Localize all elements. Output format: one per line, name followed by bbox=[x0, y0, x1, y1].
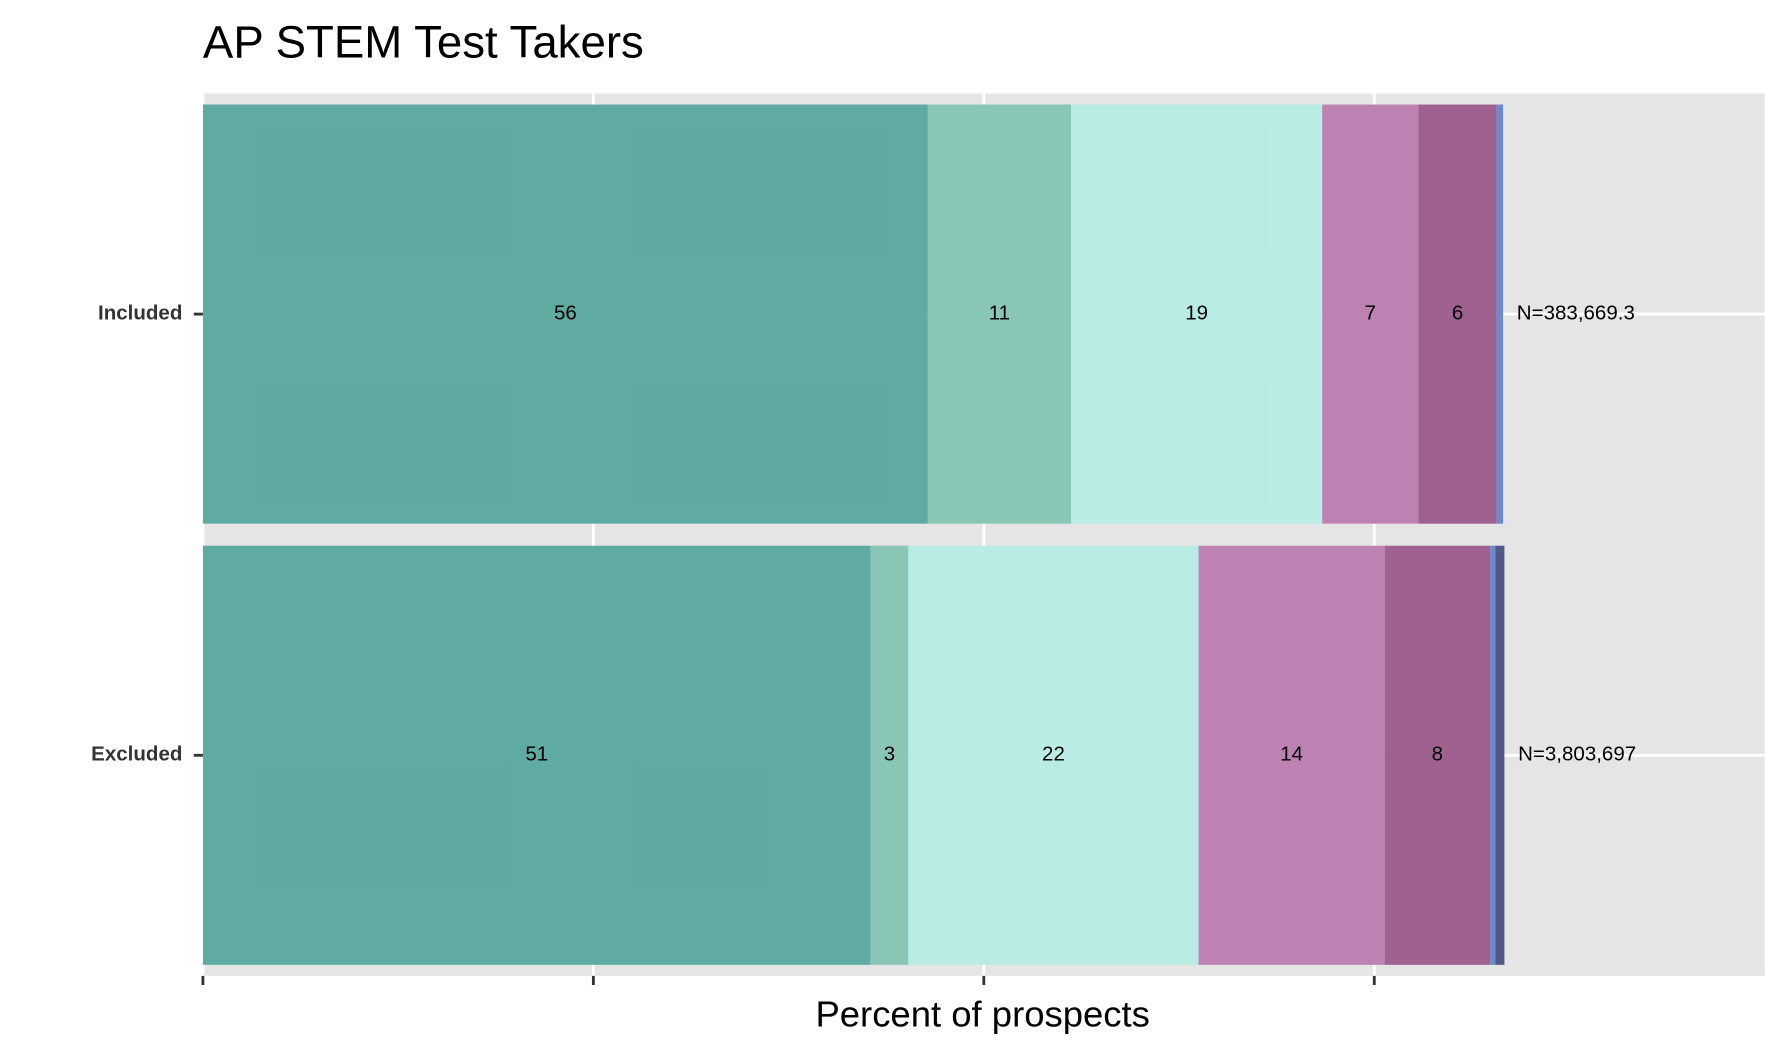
total-label: N=383,669.3 bbox=[1517, 302, 1635, 325]
bar-segment bbox=[1495, 545, 1505, 965]
data-label: 3 bbox=[884, 743, 895, 766]
bar-segment bbox=[1496, 104, 1504, 524]
total-label: N=3,803,697 bbox=[1518, 743, 1636, 766]
bar-segment bbox=[1322, 104, 1419, 524]
bar-segment bbox=[1418, 104, 1497, 524]
data-label: 22 bbox=[1042, 743, 1065, 766]
bar-segment bbox=[927, 104, 1072, 524]
data-label: 7 bbox=[1365, 302, 1376, 325]
bar-segment bbox=[870, 545, 909, 965]
chart-title: AP STEM Test Takers bbox=[203, 17, 644, 68]
bar-segment bbox=[202, 104, 928, 524]
data-label: 51 bbox=[525, 743, 548, 766]
data-label: 11 bbox=[989, 302, 1010, 325]
data-label: 14 bbox=[1280, 743, 1303, 766]
data-label: 19 bbox=[1185, 302, 1208, 325]
y-tick-label: Excluded bbox=[91, 743, 182, 766]
x-axis-title: Percent of prospects bbox=[815, 994, 1149, 1035]
data-label: 56 bbox=[554, 302, 577, 325]
bar-segment bbox=[202, 545, 871, 965]
data-label: 6 bbox=[1452, 302, 1463, 325]
bar-segment bbox=[1198, 545, 1385, 965]
bar-segment bbox=[1384, 545, 1491, 965]
bar-segment bbox=[908, 545, 1199, 965]
y-tick-label: Included bbox=[98, 302, 182, 325]
data-label: 8 bbox=[1432, 743, 1443, 766]
bar-segment bbox=[1071, 104, 1323, 524]
bar-segment bbox=[1490, 545, 1496, 965]
